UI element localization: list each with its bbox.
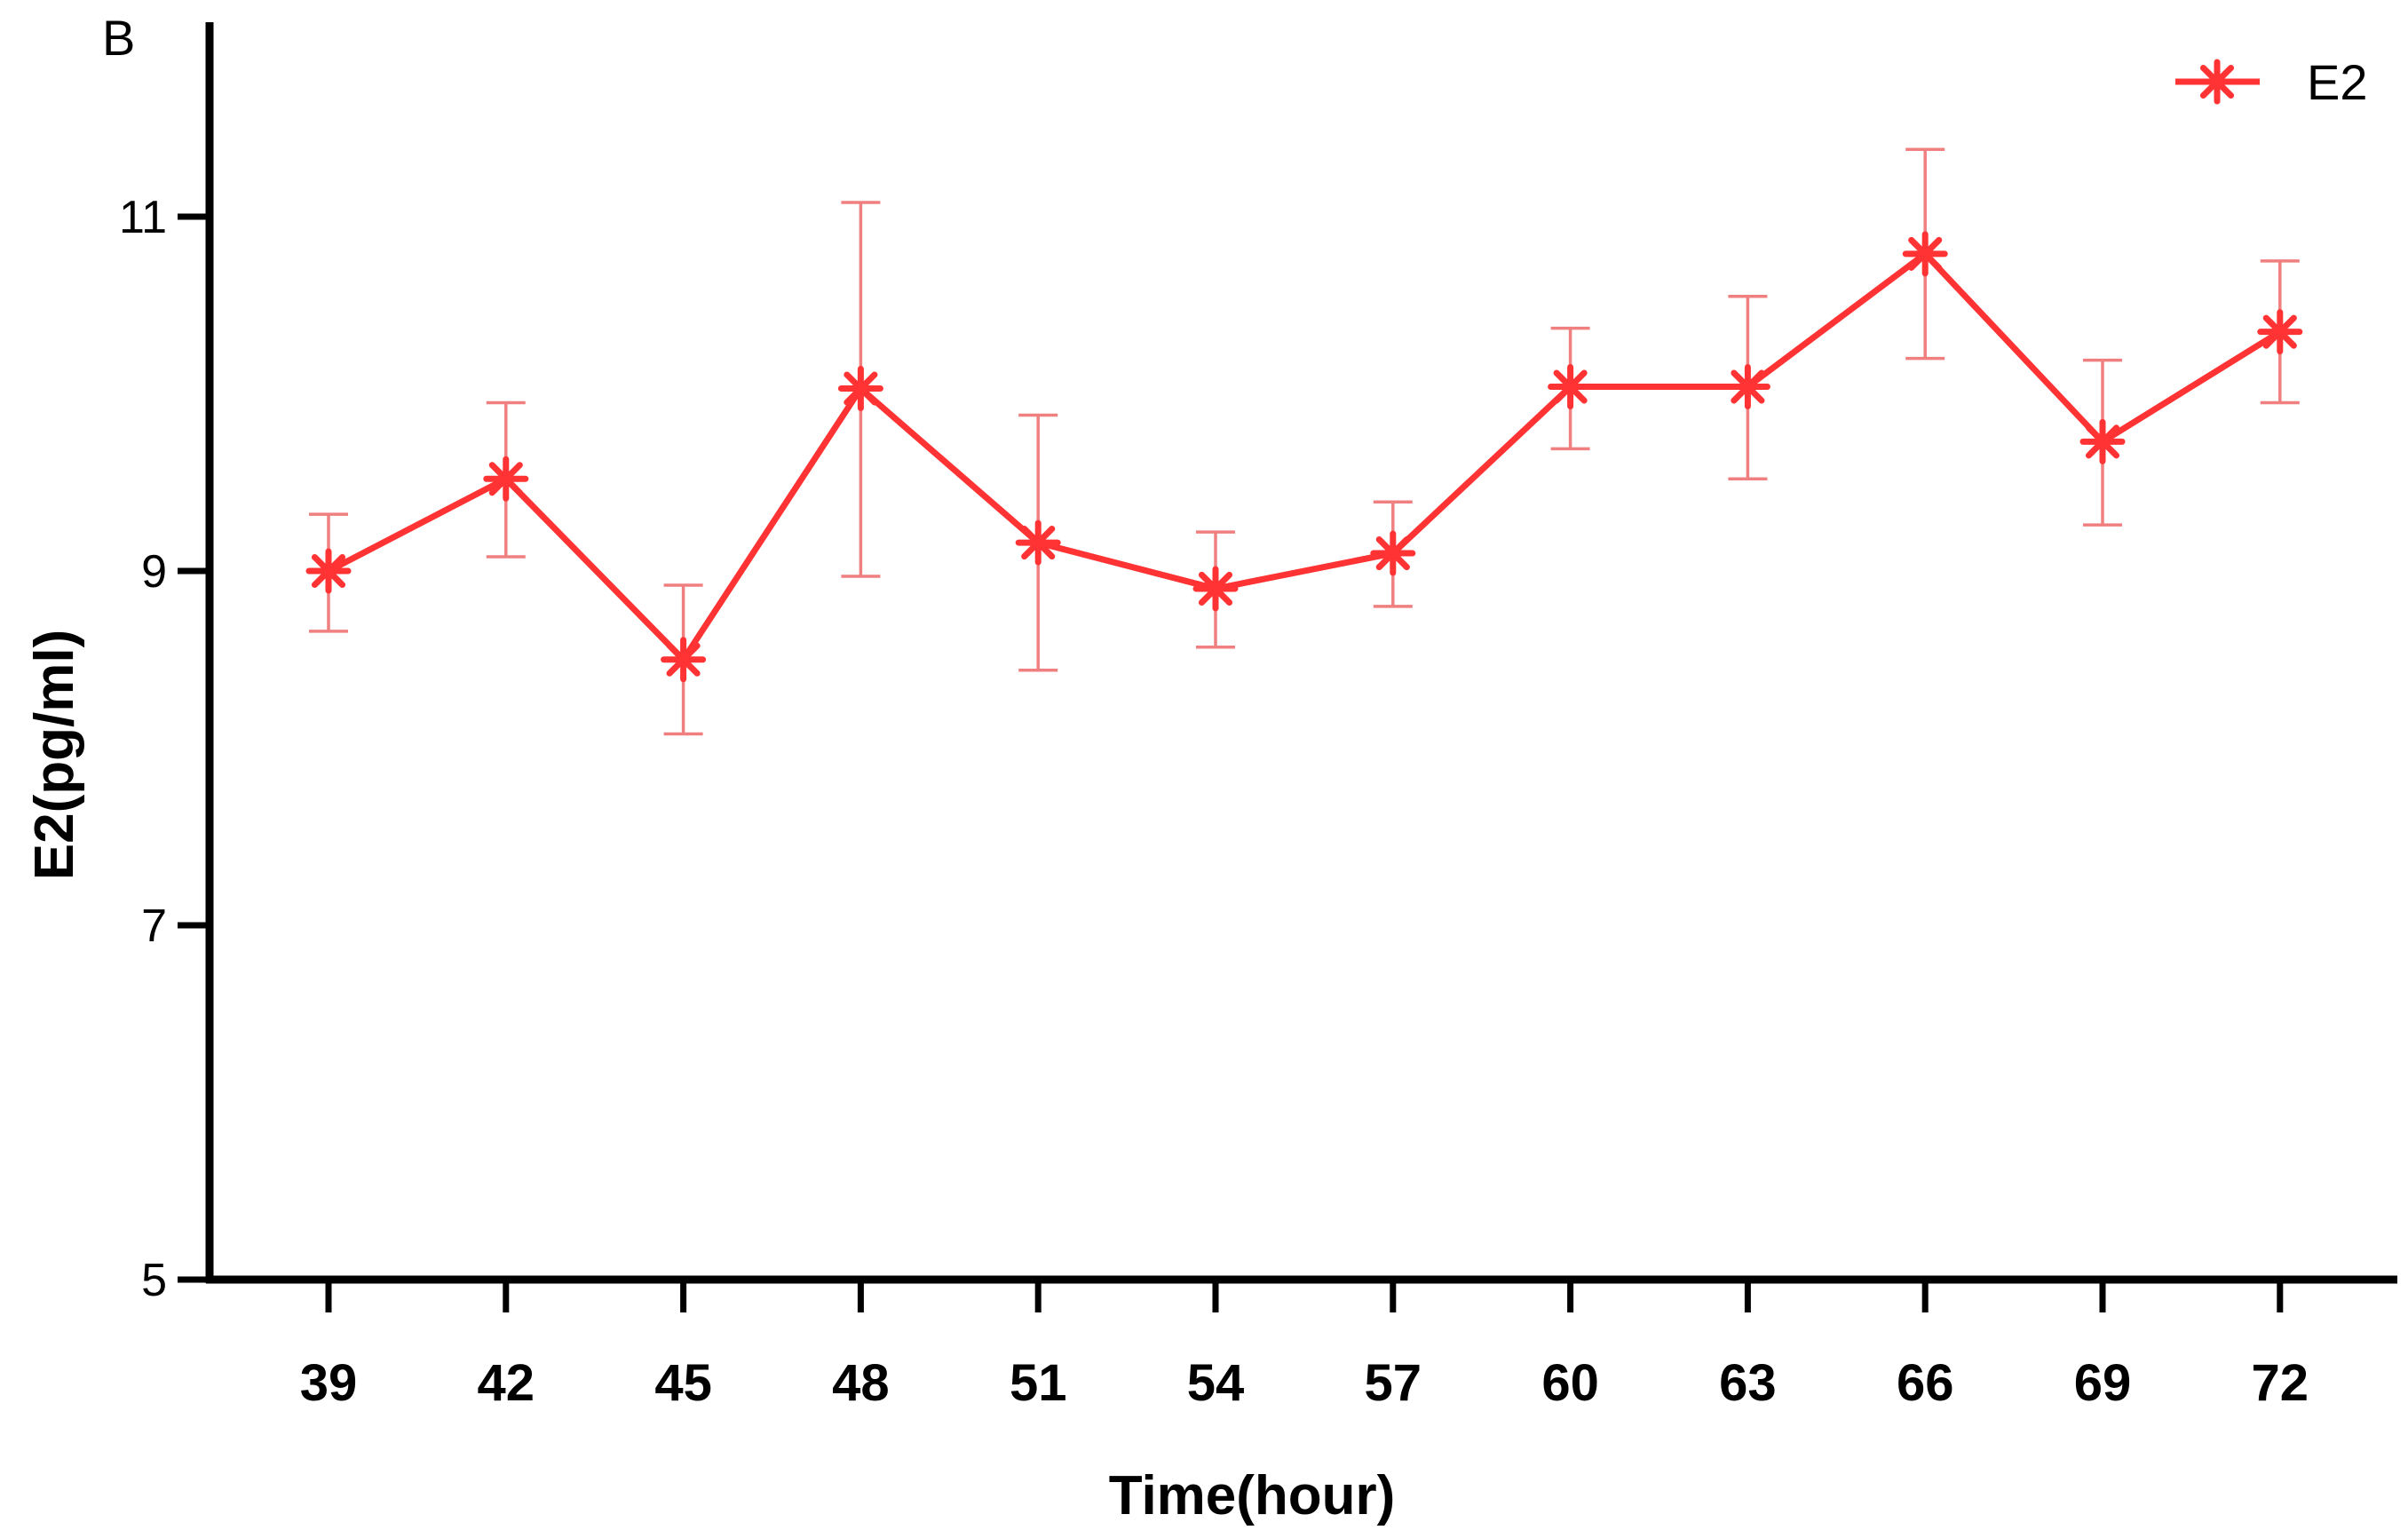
marker-stroke <box>1553 369 1588 404</box>
data-points <box>305 231 2303 683</box>
marker-stroke <box>1021 526 1056 560</box>
marker-stroke <box>2085 424 2120 459</box>
panel-label: B <box>102 10 135 66</box>
error-bars <box>309 147 2300 736</box>
data-point-72 <box>2257 309 2303 355</box>
data-point-63 <box>1724 364 1770 410</box>
data-point-51 <box>1015 519 1061 566</box>
marker-stroke <box>1198 571 1233 606</box>
y-tick-label-9: 9 <box>141 546 167 598</box>
x-tick-label-60: 60 <box>1541 1354 1599 1412</box>
legend-asterisk-icon <box>2194 59 2240 105</box>
x-tick-label-54: 54 <box>1187 1354 1245 1412</box>
y-axis-ticks: 5 7 9 11 <box>119 192 210 1306</box>
series-line-e2 <box>327 250 2282 663</box>
x-tick-label-45: 45 <box>654 1354 712 1412</box>
marker-stroke <box>2199 64 2235 99</box>
data-point-60 <box>1548 364 1594 410</box>
x-tick-label-69: 69 <box>2074 1354 2132 1412</box>
y-tick-label-7: 7 <box>141 900 167 952</box>
series-lines <box>327 250 2282 663</box>
x-tick-label-72: 72 <box>2252 1354 2309 1412</box>
data-point-54 <box>1192 566 1239 612</box>
legend-label: E2 <box>2307 54 2368 110</box>
data-point-48 <box>837 366 883 412</box>
x-tick-label-39: 39 <box>300 1354 358 1412</box>
x-tick-label-66: 66 <box>1897 1354 1954 1412</box>
data-point-42 <box>483 456 529 502</box>
x-axis-ticks: 39 42 45 48 51 54 57 60 63 66 69 72 <box>300 1280 2309 1412</box>
axes <box>205 22 2397 1284</box>
y-tick-label-11: 11 <box>119 192 167 243</box>
marker-stroke <box>844 371 878 406</box>
marker-stroke <box>1375 535 1410 571</box>
marker-stroke <box>1908 236 1943 271</box>
marker-stroke <box>1731 369 1765 404</box>
legend: E2 <box>2175 54 2368 110</box>
y-axis-title: E2(pg/ml) <box>24 630 85 880</box>
data-point-66 <box>1902 231 1948 277</box>
x-tick-label-63: 63 <box>1719 1354 1777 1412</box>
x-axis-title: Time(hour) <box>1109 1465 1396 1526</box>
y-tick-label-5: 5 <box>141 1255 167 1306</box>
marker-stroke <box>666 642 701 677</box>
marker-stroke <box>311 553 346 589</box>
legend-marker-icon <box>2194 59 2240 105</box>
data-point-45 <box>661 637 707 683</box>
marker-stroke <box>2262 314 2297 349</box>
data-point-39 <box>305 548 352 594</box>
data-point-57 <box>1370 530 1416 576</box>
data-point-69 <box>2079 418 2126 464</box>
x-tick-label-48: 48 <box>832 1354 890 1412</box>
x-tick-label-51: 51 <box>1010 1354 1067 1412</box>
x-tick-label-57: 57 <box>1365 1354 1422 1412</box>
x-tick-label-42: 42 <box>478 1354 535 1412</box>
marker-stroke <box>488 462 523 496</box>
